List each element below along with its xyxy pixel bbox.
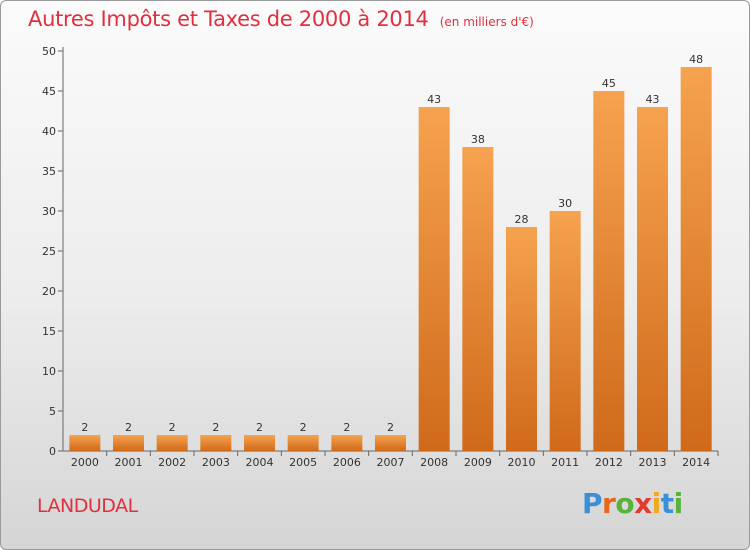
data-label: 28 [515, 213, 529, 226]
data-label: 2 [343, 421, 350, 434]
data-label: 2 [169, 421, 176, 434]
x-tick-label: 2002 [158, 456, 186, 469]
bar [244, 435, 275, 451]
logo-letter-3: x [634, 487, 652, 520]
x-tick-label: 2000 [71, 456, 99, 469]
y-tick-label: 45 [42, 85, 56, 98]
y-tick-label: 15 [42, 325, 56, 338]
bar [593, 91, 625, 451]
logo-letter-5: t [660, 487, 674, 520]
x-tick-label: 2007 [377, 456, 405, 469]
y-tick-label: 35 [42, 165, 56, 178]
data-label: 2 [300, 421, 307, 434]
logo-letter-6: i [673, 487, 684, 520]
x-tick-label: 2001 [115, 456, 143, 469]
logo-letter-2: o [615, 487, 635, 520]
chart-title: Autres Impôts et Taxes de 2000 à 2014 [28, 7, 429, 31]
data-label: 30 [558, 197, 572, 210]
y-tick-label: 40 [42, 125, 56, 138]
logo-letter-4: i [651, 487, 662, 520]
y-tick-label: 50 [42, 45, 56, 58]
data-label: 2 [212, 421, 219, 434]
data-label: 2 [387, 421, 394, 434]
x-tick-label: 2012 [595, 456, 623, 469]
bar [506, 227, 537, 451]
bar [680, 67, 712, 451]
x-tick-label: 2006 [333, 456, 361, 469]
bar [375, 435, 406, 451]
x-tick-label: 2009 [464, 456, 492, 469]
bar [331, 435, 363, 451]
bar [462, 147, 494, 451]
y-tick-label: 30 [42, 205, 56, 218]
logo-letter-0: P [582, 487, 603, 520]
y-tick-label: 20 [42, 285, 56, 298]
bar [156, 435, 188, 451]
bar [200, 435, 232, 451]
bar [418, 107, 450, 451]
y-tick-label: 10 [42, 365, 56, 378]
data-label: 48 [689, 53, 703, 66]
data-label: 45 [602, 77, 616, 90]
bar [549, 211, 581, 451]
x-tick-label: 2004 [246, 456, 274, 469]
data-label: 38 [471, 133, 485, 146]
data-label: 43 [646, 93, 660, 106]
y-tick-label: 25 [42, 245, 56, 258]
y-tick-label: 0 [49, 445, 56, 458]
y-tick-label: 5 [49, 405, 56, 418]
title-block: Autres Impôts et Taxes de 2000 à 2014 (e… [28, 7, 534, 31]
proxiti-logo[interactable]: Proxiti [582, 487, 683, 520]
bar [287, 435, 319, 451]
bar [69, 435, 101, 451]
data-label: 43 [427, 93, 441, 106]
bar [637, 107, 668, 451]
data-label: 2 [256, 421, 263, 434]
x-tick-label: 2014 [682, 456, 710, 469]
x-tick-label: 2011 [551, 456, 579, 469]
data-label: 2 [81, 421, 88, 434]
chart-subtitle: (en milliers d'€) [439, 15, 534, 29]
x-tick-label: 2005 [289, 456, 317, 469]
logo-letter-1: r [602, 487, 616, 520]
bar [113, 435, 144, 451]
x-tick-label: 2010 [508, 456, 536, 469]
commune-name: LANDUDAL [37, 495, 138, 517]
x-tick-label: 2003 [202, 456, 230, 469]
data-label: 2 [125, 421, 132, 434]
x-tick-label: 2013 [639, 456, 667, 469]
x-tick-label: 2008 [420, 456, 448, 469]
